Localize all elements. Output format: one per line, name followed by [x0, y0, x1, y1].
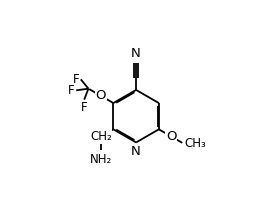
Text: F: F — [73, 73, 80, 86]
Text: O: O — [166, 130, 177, 143]
Text: N: N — [131, 145, 141, 158]
Text: F: F — [68, 84, 75, 97]
Text: N: N — [131, 47, 141, 60]
Text: O: O — [96, 89, 106, 102]
Text: NH₂: NH₂ — [90, 154, 112, 167]
Text: CH₃: CH₃ — [185, 137, 207, 150]
Text: CH₂: CH₂ — [90, 130, 112, 143]
Text: F: F — [81, 101, 87, 114]
